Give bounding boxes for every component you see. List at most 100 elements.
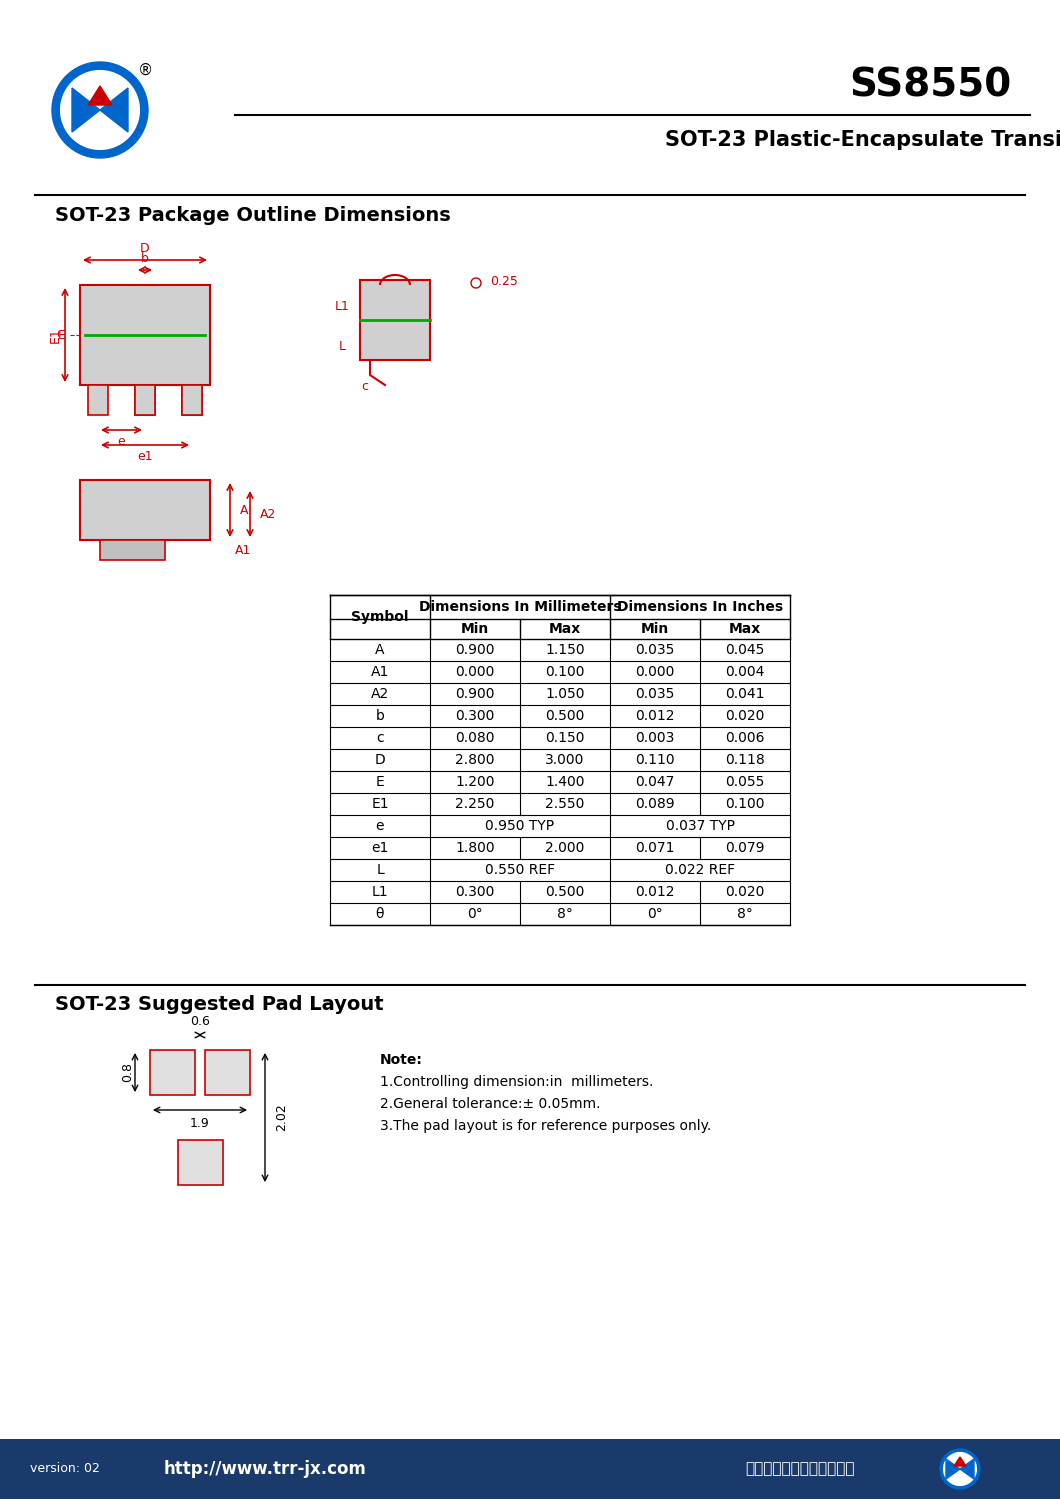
Text: E: E: [58, 328, 66, 342]
Text: e1: e1: [137, 450, 153, 463]
Bar: [205, 1049, 250, 1094]
Text: A: A: [375, 643, 385, 657]
Text: Symbol: Symbol: [351, 610, 409, 624]
Text: 0.8: 0.8: [122, 1061, 135, 1082]
Text: 0.000: 0.000: [635, 666, 674, 679]
Text: c: c: [376, 732, 384, 745]
Text: 0.500: 0.500: [545, 884, 585, 899]
Text: D: D: [140, 241, 149, 255]
Text: 0.550 REF: 0.550 REF: [484, 863, 555, 877]
Text: A: A: [240, 504, 248, 517]
Text: 1.Controlling dimension:in  millimeters.: 1.Controlling dimension:in millimeters.: [379, 1075, 653, 1088]
Polygon shape: [100, 88, 128, 132]
Text: L: L: [376, 863, 384, 877]
Text: 0.900: 0.900: [455, 687, 495, 702]
Text: 0°: 0°: [467, 907, 483, 920]
Text: http://www.trr-jx.com: http://www.trr-jx.com: [163, 1460, 367, 1478]
Bar: [182, 385, 202, 415]
Text: 0.071: 0.071: [635, 841, 675, 854]
Text: 1.800: 1.800: [455, 841, 495, 854]
Text: 0.900: 0.900: [455, 643, 495, 657]
Text: 0.080: 0.080: [455, 732, 495, 745]
Text: 0.110: 0.110: [635, 752, 675, 767]
Polygon shape: [72, 88, 100, 132]
Text: 0.000: 0.000: [456, 666, 495, 679]
Circle shape: [943, 1453, 976, 1486]
Circle shape: [940, 1450, 981, 1489]
Text: Max: Max: [729, 622, 761, 636]
Text: 2.250: 2.250: [456, 797, 495, 811]
Bar: [88, 385, 108, 415]
Text: e: e: [375, 818, 384, 833]
Text: θ: θ: [375, 907, 384, 920]
Text: 0.300: 0.300: [456, 884, 495, 899]
Text: SS8550: SS8550: [849, 66, 1011, 103]
Text: A2: A2: [260, 508, 277, 520]
Text: E1: E1: [371, 797, 389, 811]
Text: E1: E1: [49, 327, 61, 343]
Text: 1.150: 1.150: [545, 643, 585, 657]
Text: 0.041: 0.041: [725, 687, 764, 702]
Text: A2: A2: [371, 687, 389, 702]
Text: 2.800: 2.800: [455, 752, 495, 767]
Text: 2.550: 2.550: [545, 797, 585, 811]
Text: SOT-23 Plastic-Encapsulate Transistors (PNP): SOT-23 Plastic-Encapsulate Transistors (…: [665, 130, 1060, 150]
Text: 0.6: 0.6: [190, 1015, 210, 1028]
Text: 0.950 TYP: 0.950 TYP: [485, 818, 554, 833]
Text: L: L: [338, 340, 346, 352]
Text: 0.035: 0.035: [635, 687, 674, 702]
Text: Dimensions In Inches: Dimensions In Inches: [617, 600, 783, 615]
Text: 8°: 8°: [558, 907, 573, 920]
Text: 0°: 0°: [647, 907, 662, 920]
Circle shape: [60, 70, 139, 150]
Bar: [182, 385, 202, 415]
Bar: [80, 480, 210, 540]
Text: 3.000: 3.000: [545, 752, 585, 767]
Text: 2.General tolerance:± 0.05mm.: 2.General tolerance:± 0.05mm.: [379, 1097, 601, 1111]
Polygon shape: [954, 1457, 966, 1466]
Text: A1: A1: [371, 666, 389, 679]
Text: 0.118: 0.118: [725, 752, 765, 767]
Bar: [360, 280, 430, 360]
Text: e1: e1: [371, 841, 389, 854]
Text: 0.079: 0.079: [725, 841, 764, 854]
Text: 1.400: 1.400: [545, 775, 585, 788]
Text: 0.020: 0.020: [725, 709, 764, 723]
Text: Dimensions In Millimeters: Dimensions In Millimeters: [419, 600, 621, 615]
Text: 0.037 TYP: 0.037 TYP: [666, 818, 735, 833]
Text: 广东颅兴电子科技有限公司: 广东颅兴电子科技有限公司: [745, 1462, 854, 1477]
Text: 0.089: 0.089: [635, 797, 675, 811]
Text: 0.500: 0.500: [545, 709, 585, 723]
Text: 0.100: 0.100: [725, 797, 764, 811]
Text: 0.022 REF: 0.022 REF: [665, 863, 735, 877]
Bar: [151, 1049, 195, 1094]
Text: SOT-23 Package Outline Dimensions: SOT-23 Package Outline Dimensions: [55, 205, 450, 225]
Text: version: 02: version: 02: [30, 1463, 100, 1475]
Text: 0.012: 0.012: [635, 709, 675, 723]
Text: e: e: [117, 435, 125, 448]
Text: 0.100: 0.100: [545, 666, 585, 679]
Circle shape: [52, 61, 148, 157]
Text: SOT-23 Suggested Pad Layout: SOT-23 Suggested Pad Layout: [55, 995, 384, 1015]
Text: 3.The pad layout is for reference purposes only.: 3.The pad layout is for reference purpos…: [379, 1118, 711, 1133]
Text: ®: ®: [138, 63, 153, 78]
Text: 0.047: 0.047: [635, 775, 674, 788]
Text: b: b: [141, 252, 149, 265]
Text: Max: Max: [549, 622, 581, 636]
Bar: [178, 1141, 223, 1186]
Text: 1.9: 1.9: [190, 1117, 210, 1130]
Bar: [135, 385, 155, 415]
Polygon shape: [946, 1459, 960, 1480]
Text: 0.045: 0.045: [725, 643, 764, 657]
Text: 8°: 8°: [737, 907, 753, 920]
Bar: [100, 540, 165, 561]
Text: 0.012: 0.012: [635, 884, 675, 899]
Text: Note:: Note:: [379, 1052, 423, 1067]
Text: 0.004: 0.004: [725, 666, 764, 679]
Bar: [0, 1439, 1060, 1499]
Text: 1.200: 1.200: [455, 775, 495, 788]
Text: D: D: [374, 752, 386, 767]
Text: 2.000: 2.000: [545, 841, 585, 854]
Text: b: b: [375, 709, 385, 723]
Text: Min: Min: [641, 622, 669, 636]
